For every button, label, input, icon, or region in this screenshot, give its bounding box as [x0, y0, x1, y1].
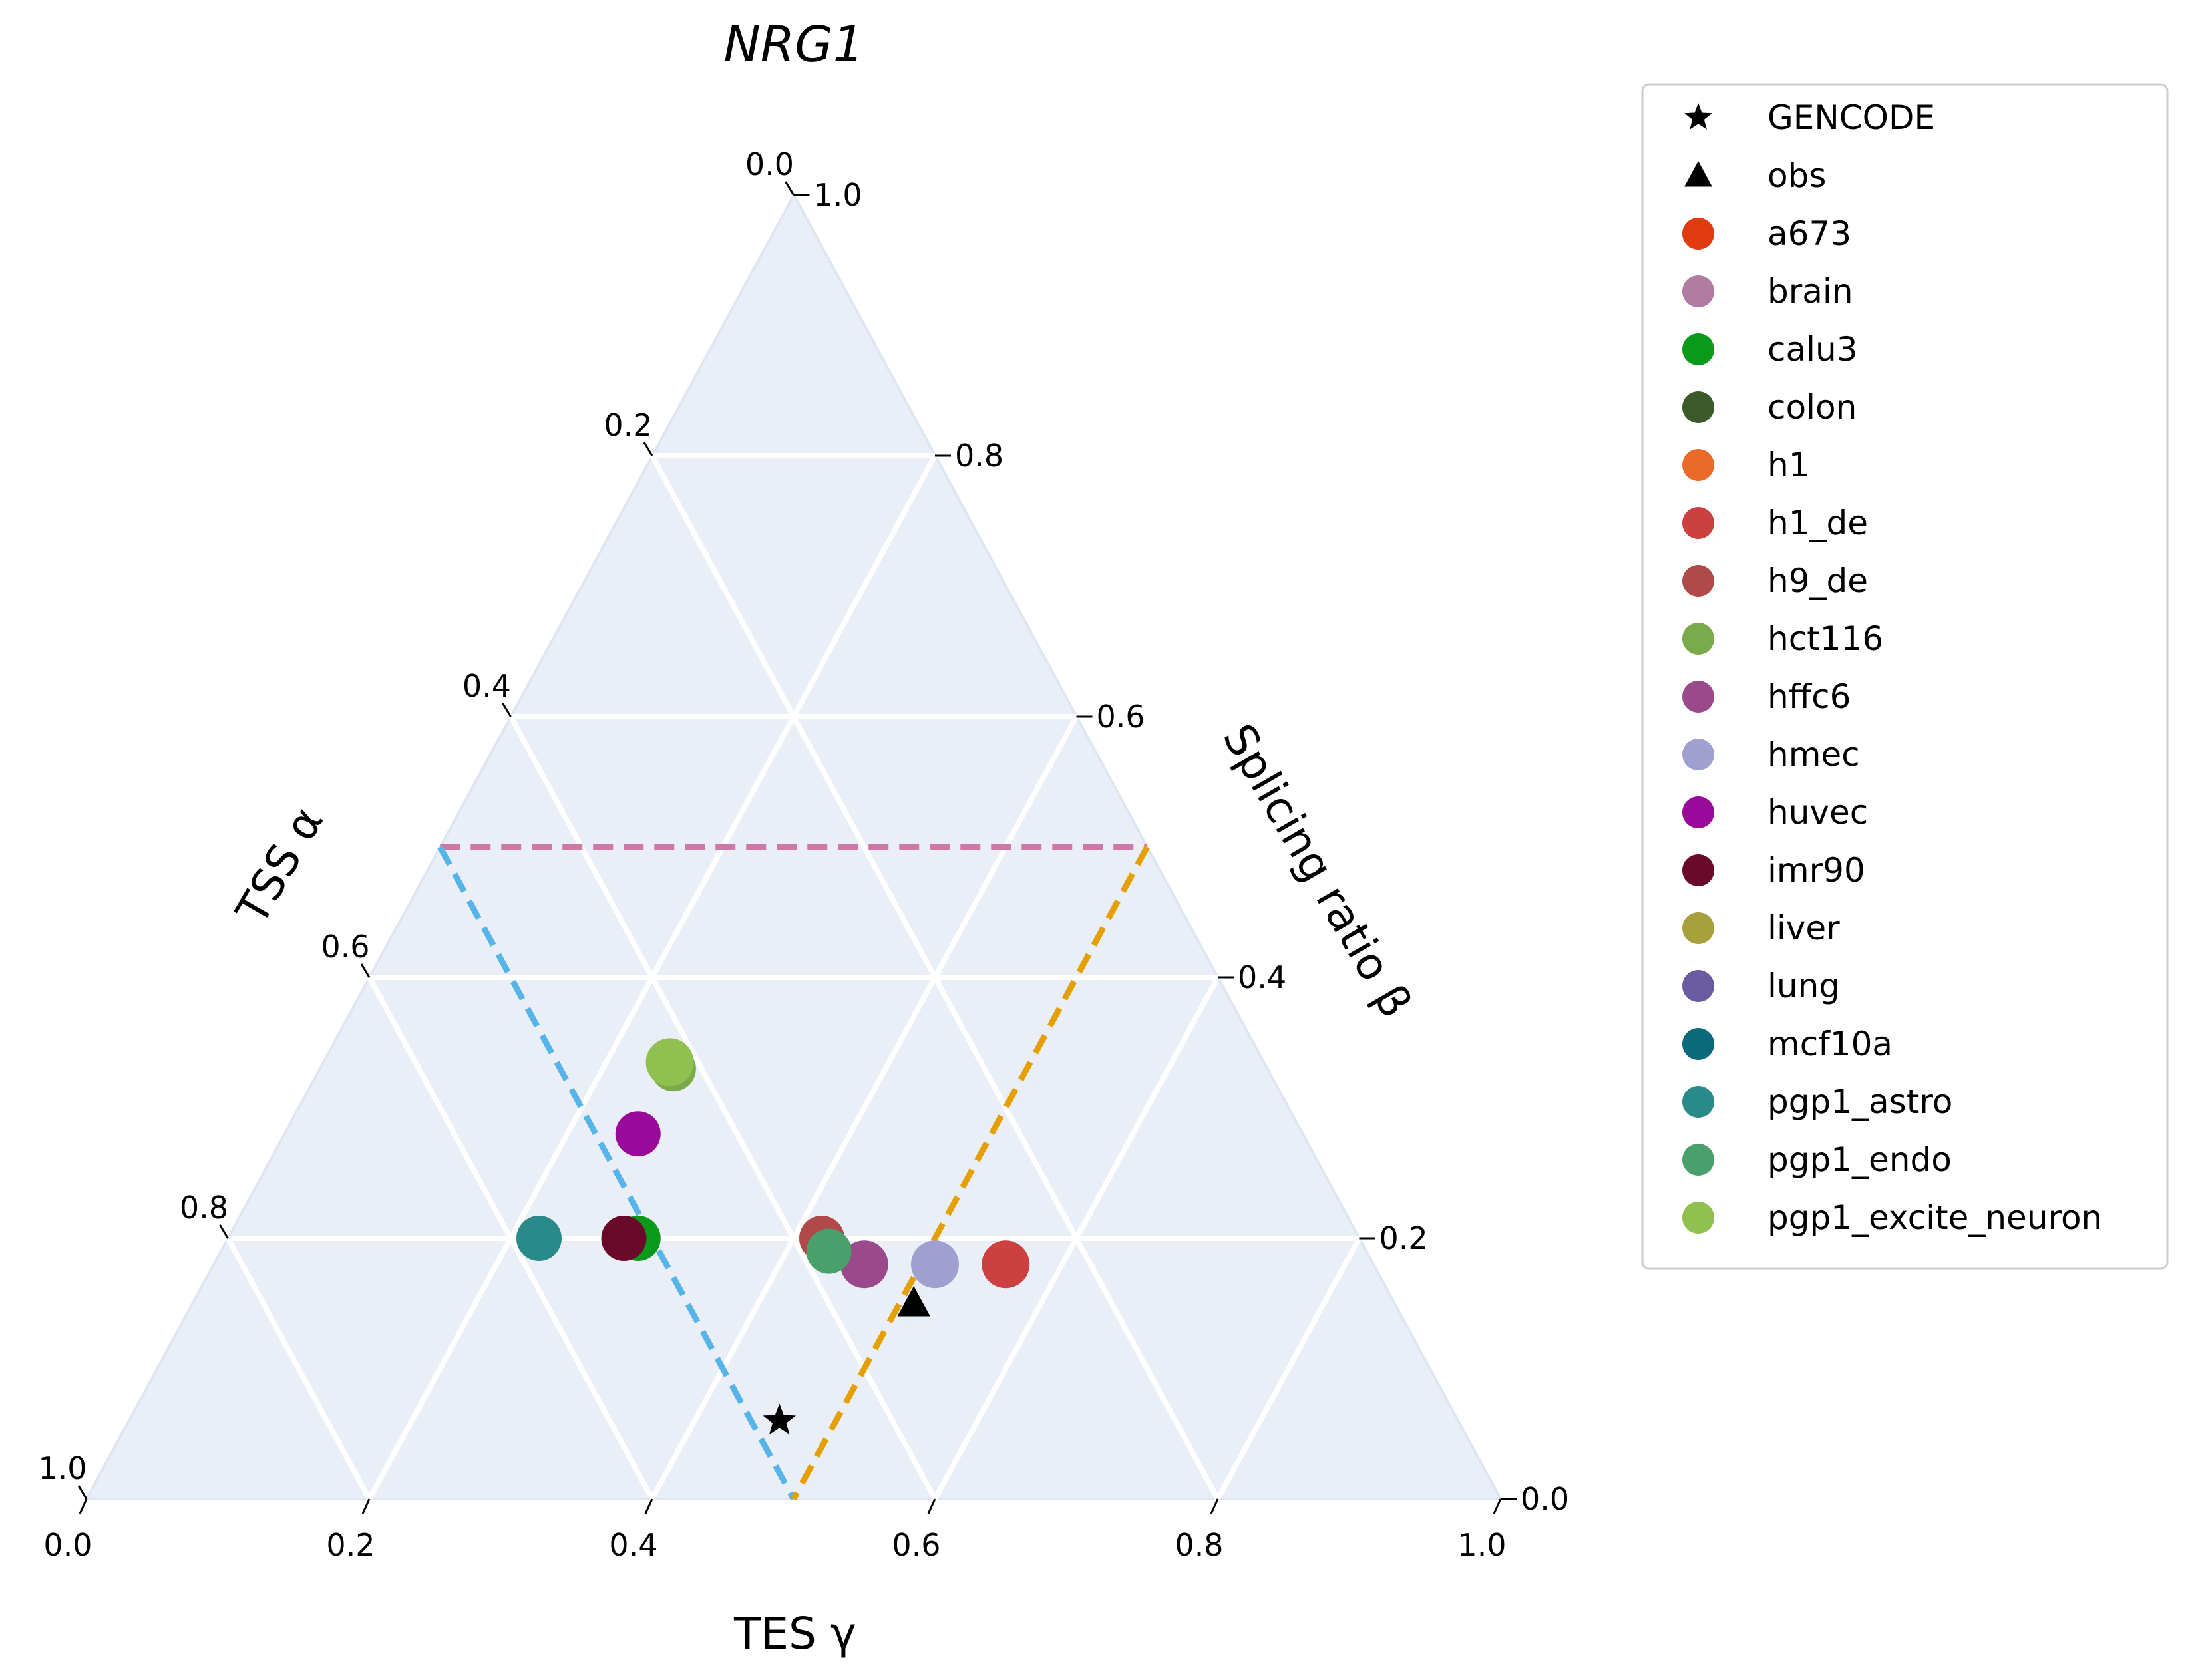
right-axis-tick-label: 0.2 [1379, 1220, 1428, 1256]
bottom-axis-tick-label: 0.2 [326, 1527, 375, 1563]
legend-entry-label: mcf10a [1767, 1025, 1893, 1063]
left-axis-tick-label: 0.8 [180, 1190, 228, 1226]
data-point-hffc6 [840, 1240, 888, 1289]
right-axis-tick-label: 0.8 [955, 438, 1003, 474]
legend-entry-label: hct116 [1767, 619, 1883, 658]
legend-entry-label: colon [1767, 388, 1857, 426]
legend-marker-a673 [1682, 218, 1714, 250]
legend-marker-huvec [1682, 796, 1714, 828]
legend-marker-h9_de [1682, 565, 1714, 597]
legend-marker-h1 [1682, 449, 1714, 481]
left-axis-tick [785, 181, 795, 196]
legend-entry-label: obs [1767, 156, 1826, 195]
chart-title-group: NRG1 [723, 16, 864, 73]
left-axis-tick [219, 1224, 229, 1239]
left-axis-tick-label: 1.0 [38, 1450, 87, 1486]
bottom-axis-tick [361, 1498, 371, 1514]
grid-line-gamma [1215, 1237, 1362, 1500]
legend-marker-lung [1682, 970, 1714, 1002]
reference-line-2 [791, 845, 1150, 1501]
data-point-pgp1_astro [516, 1216, 562, 1261]
legend-marker-hffc6 [1682, 681, 1714, 713]
legend-entry-label: pgp1_excite_neuron [1767, 1198, 2102, 1237]
legend-frame [1641, 83, 2169, 1270]
data-point-pgp1_endo [806, 1228, 852, 1274]
bottom-axis-tick-label: 0.0 [43, 1527, 92, 1563]
right-axis-tick-label: 0.0 [1521, 1481, 1569, 1517]
bottom-axis-title: TES γ [733, 1608, 856, 1659]
bottom-axis-tick-label: 1.0 [1457, 1527, 1506, 1563]
bottom-axis-tick [79, 1498, 88, 1514]
left-axis-tick-label: 0.0 [745, 146, 794, 182]
legend-marker-hct116 [1682, 623, 1714, 655]
bottom-axis-tick [1210, 1498, 1219, 1514]
legend-marker-liver [1682, 912, 1714, 944]
legend-marker-calu3 [1682, 333, 1714, 365]
legend-marker-pgp1_astro [1682, 1086, 1714, 1118]
legend-marker-obs [1684, 161, 1712, 187]
bottom-axis-tick [644, 1498, 653, 1514]
data-point-huvec [615, 1111, 661, 1157]
left-axis-tick [502, 703, 512, 717]
data-point-GENCODE [763, 1403, 796, 1435]
grid-line-gamma [932, 976, 1220, 1500]
legend-entry-label: lung [1767, 967, 1840, 1005]
legend-entry-label: h1 [1767, 446, 1810, 484]
legend-entry-label: liver [1767, 909, 1840, 947]
legend-entry-label: hmec [1767, 735, 1860, 774]
grid-line-alpha [367, 976, 655, 1500]
data-point-pgp1_excite_neuron [645, 1038, 694, 1087]
plot-area: 0.0 0.2 0.4 0.6 0.8 1.0 0.0 0.2 0.4 0.6 0.8 1.0 0.0 0… [38, 146, 1569, 1659]
legend: GENCODE obs a673 brain calu3 colon h1 h1_de h9_d… [1641, 83, 2169, 1270]
legend-entry-label: pgp1_astro [1767, 1083, 1952, 1121]
legend-marker-brain [1682, 275, 1714, 307]
legend-marker-GENCODE [1684, 103, 1712, 130]
reference-line-1 [437, 845, 797, 1501]
bottom-axis-tick [927, 1498, 936, 1514]
right-axis-tick-label: 0.6 [1097, 699, 1145, 735]
bottom-axis-tick [1493, 1498, 1502, 1514]
bottom-axis-tick-label: 0.4 [609, 1527, 657, 1563]
left-axis-tick [360, 963, 371, 978]
left-axis-title: TSS α [226, 798, 333, 933]
legend-marker-pgp1_excite_neuron [1682, 1202, 1714, 1234]
legend-entry-label: h9_de [1767, 562, 1868, 600]
legend-marker-imr90 [1682, 854, 1714, 886]
legend-entry-label: a673 [1767, 214, 1851, 253]
left-axis-tick-label: 0.4 [462, 668, 511, 704]
legend-marker-h1_de [1682, 507, 1714, 539]
legend-entry-label: hffc6 [1767, 677, 1851, 716]
data-point-imr90 [601, 1216, 647, 1261]
legend-entry-label: GENCODE [1767, 98, 1935, 137]
legend-entry-label: imr90 [1767, 851, 1865, 890]
bottom-axis-tick-label: 0.6 [892, 1527, 940, 1563]
data-points [516, 1038, 1030, 1435]
legend-marker-hmec [1682, 739, 1714, 770]
chart-title: NRG1 [723, 16, 864, 73]
legend-entry-label: h1_de [1767, 504, 1868, 542]
grid-line-alpha [225, 1237, 372, 1500]
legend-entry-label: pgp1_endo [1767, 1140, 1952, 1179]
left-axis-tick-label: 0.6 [321, 929, 369, 965]
legend-entry-label: brain [1767, 272, 1853, 311]
left-axis-tick [643, 442, 653, 456]
legend-entry-label: huvec [1767, 793, 1868, 832]
right-axis-tick-label: 1.0 [814, 177, 862, 213]
legend-marker-colon [1682, 391, 1714, 423]
legend-marker-mcf10a [1682, 1028, 1714, 1060]
right-axis-tick-label: 0.4 [1238, 959, 1286, 995]
data-point-hmec [911, 1240, 959, 1289]
data-point-h1_de [982, 1240, 1030, 1289]
left-axis-tick [77, 1485, 88, 1500]
bottom-axis-tick-label: 0.8 [1175, 1527, 1223, 1563]
legend-marker-pgp1_endo [1682, 1144, 1714, 1176]
legend-entry-label: calu3 [1767, 330, 1858, 369]
data-point-obs [897, 1286, 930, 1317]
left-axis-tick-label: 0.2 [604, 407, 652, 443]
